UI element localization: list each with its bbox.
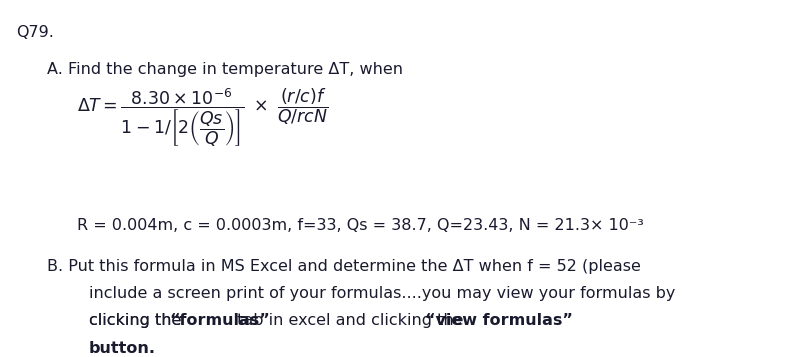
Text: Q79.: Q79. [17,25,54,40]
Text: tab in excel and clicking the: tab in excel and clicking the [232,313,469,328]
Text: B. Put this formula in MS Excel and determine the ΔT when f = 52 (please: B. Put this formula in MS Excel and dete… [47,259,641,274]
Text: “view formulas”: “view formulas” [425,313,573,328]
Text: clicking the: clicking the [89,313,186,328]
Text: A. Find the change in temperature ΔT, when: A. Find the change in temperature ΔT, wh… [47,62,403,77]
Text: $\Delta T = \dfrac{8.30\times10^{-6}}{1-1/\left[2\left(\dfrac{Qs}{Q}\right)\righ: $\Delta T = \dfrac{8.30\times10^{-6}}{1-… [78,86,329,149]
Text: “formulas”: “formulas” [170,313,270,328]
Text: R = 0.004m, c = 0.0003m, f=33, Qs = 38.7, Q=23.43, N = 21.3× 10⁻³: R = 0.004m, c = 0.0003m, f=33, Qs = 38.7… [78,218,644,233]
Text: include a screen print of your formulas....you may view your formulas by: include a screen print of your formulas.… [89,286,675,301]
Text: button.: button. [89,341,156,356]
Text: clicking the: clicking the [89,313,186,328]
